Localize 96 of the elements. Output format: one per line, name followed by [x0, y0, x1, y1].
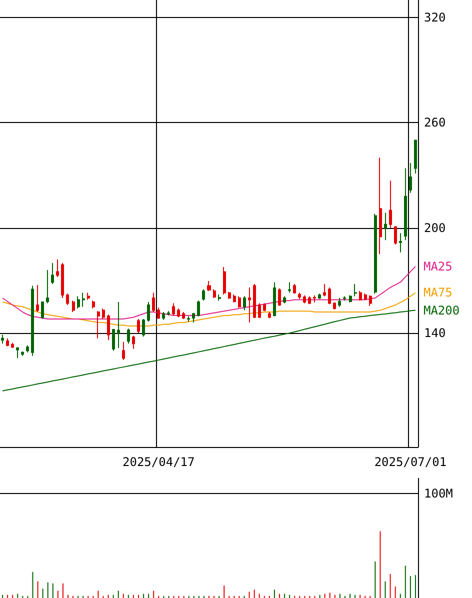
- candlestick: [56, 258, 59, 278]
- candlestick: [26, 344, 29, 353]
- candlestick: [152, 292, 155, 313]
- candlestick: [379, 157, 382, 255]
- candlestick: [122, 341, 125, 361]
- candlestick: [263, 302, 266, 312]
- candlestick: [333, 302, 336, 310]
- candlestick: [283, 296, 286, 304]
- x-tick-label: 2025/07/01: [374, 455, 447, 469]
- candlestick: [258, 302, 261, 319]
- candlestick: [41, 302, 44, 320]
- candlestick: [394, 226, 397, 246]
- candlestick: [36, 284, 39, 313]
- candlestick: [147, 302, 150, 322]
- candlestick: [31, 285, 34, 356]
- candlestick: [278, 288, 281, 306]
- candlestick: [359, 290, 362, 302]
- series-label: MA25: [423, 259, 452, 274]
- candlestick: [202, 288, 205, 302]
- candlestick: [6, 338, 9, 347]
- x-tick-label: 2025/04/17: [122, 455, 195, 469]
- candlestick: [21, 350, 24, 356]
- candlestick: [343, 296, 346, 302]
- y-tick-label: 140: [424, 326, 446, 340]
- candlestick: [207, 280, 211, 292]
- candlestick: [374, 213, 377, 294]
- y-tick-label: 260: [424, 116, 446, 130]
- candlestick: [82, 292, 85, 308]
- candlestick: [172, 302, 175, 316]
- line-series: [2, 266, 416, 320]
- candlestick: [11, 342, 14, 348]
- y-tick-label: 200: [424, 220, 446, 235]
- candlestick: [218, 294, 221, 302]
- candlestick: [46, 269, 49, 304]
- candlestick: [102, 308, 105, 320]
- candlestick: [117, 302, 120, 348]
- series-label: MA200: [423, 303, 460, 318]
- candlestick: [318, 293, 321, 300]
- candlestick: [107, 314, 110, 341]
- candlestick: [127, 328, 130, 344]
- candlestick: [197, 300, 200, 317]
- candlestick: [399, 232, 402, 253]
- candlestick: [72, 300, 75, 313]
- candlestick: [16, 346, 19, 359]
- candlestick: [77, 296, 80, 310]
- line-series: [2, 310, 416, 392]
- candlestick: [233, 294, 236, 303]
- candlestick: [1, 334, 4, 344]
- candlestick: [313, 294, 316, 303]
- candlestick: [308, 296, 311, 305]
- candlestick: [323, 283, 326, 297]
- candlestick: [248, 286, 251, 324]
- candlestick: [61, 262, 64, 298]
- candlestick: [349, 294, 352, 303]
- candlestick: [142, 318, 145, 338]
- candlestick: [268, 312, 271, 319]
- candlestick: [243, 296, 246, 311]
- candlestick: [404, 168, 407, 241]
- candlestick: [303, 294, 306, 304]
- candlestick: [288, 282, 291, 294]
- candlestick: [213, 288, 216, 298]
- series-label: MA75: [423, 286, 452, 300]
- candlestick: [228, 291, 231, 300]
- candlestick: [338, 298, 341, 308]
- candlestick: [187, 316, 190, 322]
- candlestick: [192, 312, 195, 324]
- candlestick: [132, 335, 135, 350]
- candlestick: [389, 180, 392, 228]
- candlestick: [328, 286, 331, 305]
- candlestick: [167, 310, 170, 316]
- candlestick: [384, 212, 387, 241]
- candlestick: [51, 262, 54, 284]
- line-series: [2, 292, 416, 327]
- y-tick-label: 320: [424, 10, 446, 25]
- candlestick: [182, 312, 185, 320]
- candlestick: [354, 283, 357, 297]
- candlestick: [92, 300, 95, 310]
- y-tick-label: 100M: [424, 486, 453, 501]
- candlestick: [177, 308, 180, 318]
- candlestick: [223, 266, 226, 295]
- candlestick: [409, 162, 412, 194]
- candlestick: [137, 318, 140, 334]
- candlestick: [87, 292, 90, 300]
- candlestick: [66, 293, 69, 306]
- candlestick: [97, 310, 100, 339]
- candlestick: [112, 329, 115, 352]
- candlestick: [364, 293, 367, 300]
- candlestick: [414, 140, 417, 174]
- candlestick: [157, 307, 160, 320]
- candlestick: [273, 282, 276, 317]
- candlestick: [369, 294, 372, 306]
- candlestick: [253, 283, 256, 319]
- candlestick: [298, 292, 301, 300]
- candlestick: [162, 312, 165, 320]
- candlestick: [238, 296, 241, 308]
- candlestick: [293, 283, 296, 294]
